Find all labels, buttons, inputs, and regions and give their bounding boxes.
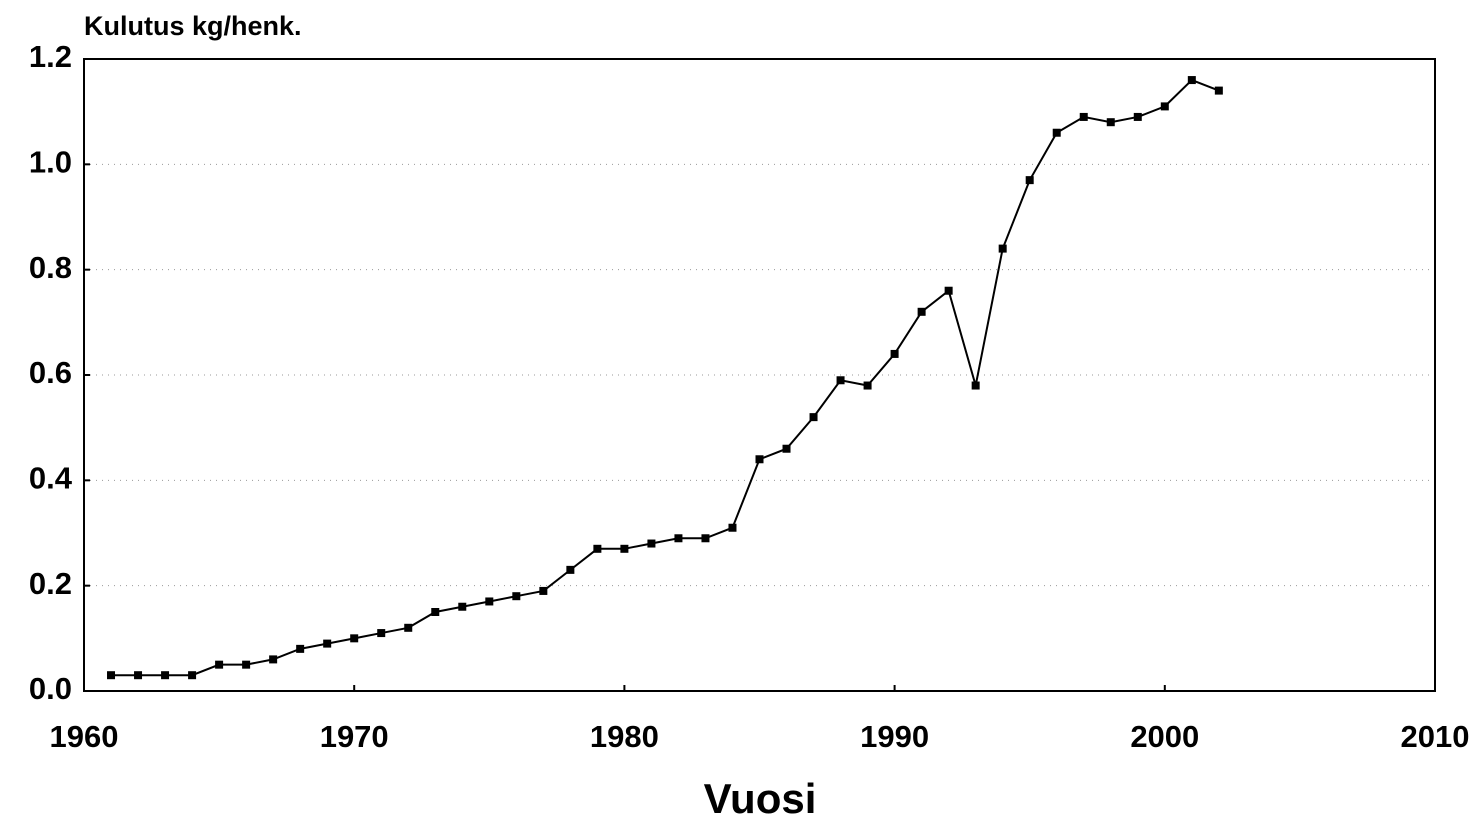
data-point <box>107 671 116 680</box>
data-point <box>1052 128 1061 137</box>
data-point <box>593 544 602 553</box>
data-point <box>782 444 791 453</box>
x-tick-label: 1970 <box>320 719 389 754</box>
x-tick-label: 2000 <box>1130 719 1199 754</box>
data-point <box>512 592 521 601</box>
data-point <box>431 608 440 616</box>
chart-title: Kulutus kg/henk. <box>84 11 302 41</box>
data-point <box>161 671 170 680</box>
data-point <box>998 244 1007 253</box>
data-point <box>269 655 278 664</box>
data-point <box>323 639 332 648</box>
plot-frame <box>83 58 1436 692</box>
data-point <box>1025 176 1034 185</box>
data-point <box>1214 86 1223 95</box>
data-point <box>1187 76 1196 85</box>
data-point <box>296 644 305 653</box>
data-point <box>215 660 224 669</box>
data-point <box>674 534 683 543</box>
data-point <box>134 671 143 680</box>
x-tick-label: 2010 <box>1401 719 1470 754</box>
data-point <box>242 660 251 669</box>
data-point <box>1106 118 1115 127</box>
x-axis-label: Vuosi <box>704 775 817 821</box>
data-point <box>944 286 953 295</box>
y-tick-label: 0.2 <box>29 566 72 601</box>
data-point <box>890 349 899 358</box>
data-point <box>566 565 575 574</box>
data-point <box>809 413 818 422</box>
data-point <box>863 381 872 390</box>
data-point <box>836 376 845 385</box>
data-point <box>620 544 629 553</box>
data-point <box>1133 112 1142 121</box>
data-point <box>728 523 737 532</box>
y-tick-label: 0.0 <box>29 671 72 706</box>
data-point <box>1079 112 1088 121</box>
data-point <box>755 455 764 464</box>
data-point <box>188 671 197 680</box>
data-point <box>485 597 494 606</box>
y-tick-label: 0.4 <box>29 461 73 496</box>
data-point <box>377 629 386 638</box>
data-point <box>701 534 710 543</box>
x-tick-label: 1980 <box>590 719 659 754</box>
y-tick-label: 1.2 <box>29 39 72 74</box>
data-line <box>111 78 1220 677</box>
data-point <box>350 634 359 643</box>
data-point <box>647 539 656 548</box>
y-tick-label: 0.6 <box>29 355 72 390</box>
data-point <box>539 586 548 595</box>
y-tick-label: 0.8 <box>29 250 72 285</box>
x-tick-label: 1990 <box>860 719 929 754</box>
data-point <box>971 381 980 390</box>
y-tick-label: 1.0 <box>29 145 72 180</box>
data-point <box>1160 102 1169 111</box>
data-point <box>917 307 926 316</box>
data-point <box>458 602 467 611</box>
x-tick-label: 1960 <box>50 719 119 754</box>
data-point <box>404 623 413 632</box>
